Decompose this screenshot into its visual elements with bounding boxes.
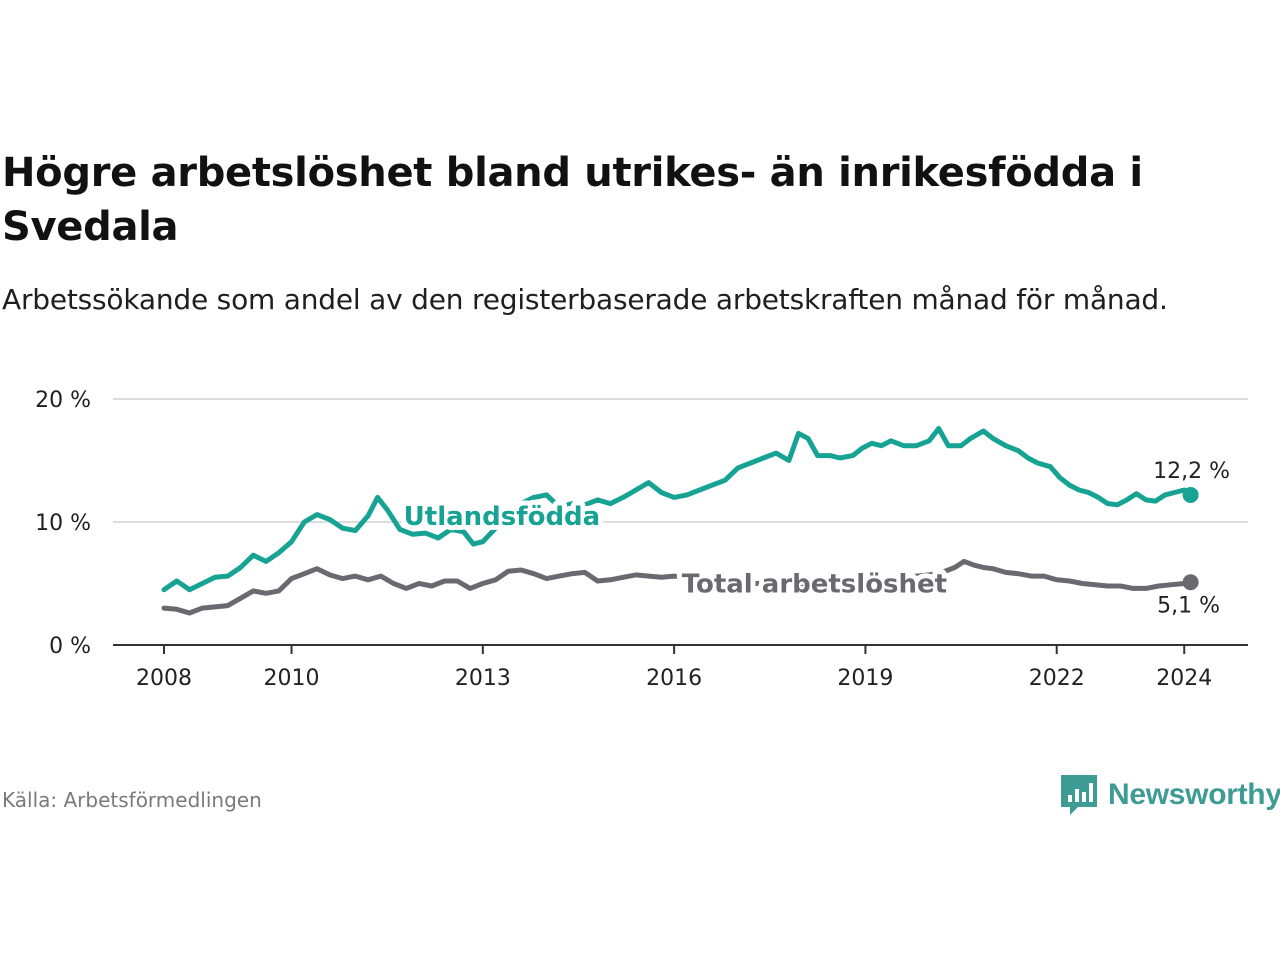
logo-bar-3	[1082, 792, 1086, 802]
series-label-utlandsfodda: Utlandsfödda	[404, 502, 601, 532]
logo-bar-1	[1068, 795, 1072, 802]
end-point-utlandsfodda	[1182, 486, 1199, 503]
x-tick-label: 2024	[1156, 666, 1212, 691]
newsworthy-logo-icon	[1061, 775, 1097, 815]
brand-name: Newsworthy	[1108, 778, 1280, 811]
x-tick-label: 2016	[646, 666, 702, 691]
brand-logo: Newsworthy	[1058, 772, 1280, 818]
line-chart: 0 %10 %20 %2008 2010 2013 2016 2019 2022 2024 …	[35, 388, 1248, 691]
y-tick-label: 20 %	[35, 388, 91, 413]
x-tick-label: 2010	[264, 666, 320, 691]
y-tick-label: 10 %	[35, 511, 91, 536]
logo-bar-2	[1075, 789, 1079, 802]
chart-subtitle: Arbetssökande som andel av den registerb…	[2, 283, 1168, 316]
x-tick-label: 2019	[837, 666, 893, 691]
series-line-utlandsfodda	[161, 426, 1194, 593]
axes: 0 % 10 % 20 % 2008 2010 2013 2016 2019 2022 2024	[35, 388, 1248, 691]
end-point-total	[1182, 574, 1199, 591]
series-line-total	[161, 558, 1194, 616]
series-label-total: Total arbetslöshet	[682, 570, 947, 600]
source-note: Källa: Arbetsförmedlingen	[2, 788, 262, 812]
x-tick-label: 2013	[455, 666, 511, 691]
y-tick-label: 0 %	[49, 634, 91, 659]
series-lines	[161, 426, 1199, 616]
end-label-total: 5,1 %	[1157, 593, 1220, 618]
x-tick-label: 2008	[136, 666, 192, 691]
gridlines	[113, 398, 1248, 523]
end-label-utlandsfodda: 12,2 %	[1153, 459, 1230, 484]
chart-title: Högre arbetslöshet bland utrikes- än inr…	[2, 150, 1143, 250]
series-label-halo: Total arbetslöshet	[682, 570, 947, 600]
logo-bar-4	[1089, 783, 1093, 802]
series-label-halo: Utlandsfödda	[404, 502, 601, 532]
x-tick-label: 2022	[1029, 666, 1085, 691]
